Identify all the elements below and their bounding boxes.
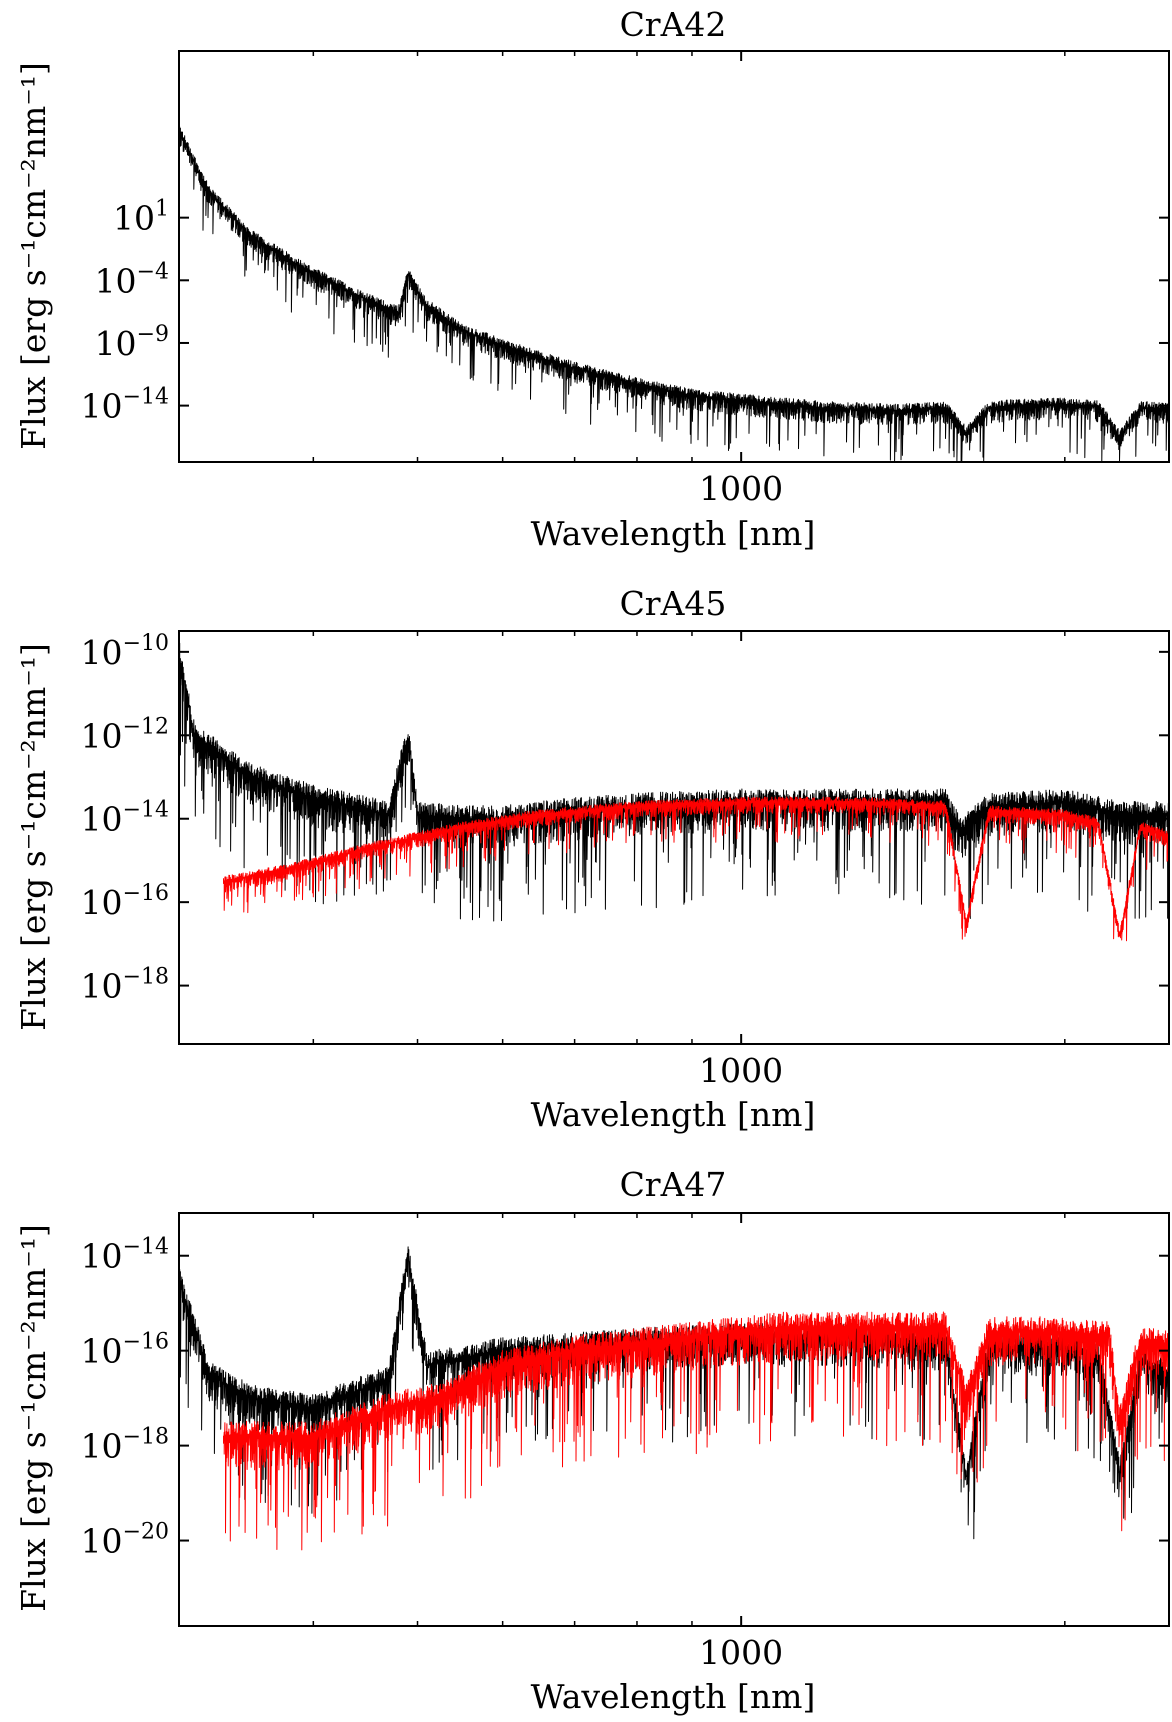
panel-2-series-2-line <box>223 796 1170 942</box>
panel-1-ylabel: Flux [erg s⁻¹cm⁻²nm⁻¹] <box>14 62 53 450</box>
y-tick-label: 10−9 <box>95 322 169 363</box>
panel-2-traces <box>178 642 1170 942</box>
panel-3-title: CrA47 <box>620 1165 727 1204</box>
panel-3-ylabel: Flux [erg s⁻¹cm⁻²nm⁻¹] <box>14 1224 53 1612</box>
y-tick-label: 10−14 <box>81 385 169 426</box>
y-tick-label: 10−14 <box>81 1235 169 1276</box>
x-tick-label: 1000 <box>699 469 783 508</box>
panel-2-ylabel: Flux [erg s⁻¹cm⁻²nm⁻¹] <box>14 643 53 1031</box>
panel-1-axes-frame <box>178 50 1170 463</box>
y-tick-label: 10−16 <box>81 881 169 922</box>
y-tick-label: 10−10 <box>81 631 169 672</box>
panel-3-axes-frame <box>178 1212 1170 1627</box>
x-tick-label: 1000 <box>699 1051 783 1090</box>
panel-3-series-2-line <box>223 1311 1170 1551</box>
y-tick-label: 10−12 <box>81 714 169 755</box>
panel-1-series-1-line <box>178 125 1170 462</box>
y-tick-label: 10−4 <box>95 259 169 300</box>
panel-1-traces <box>178 125 1170 462</box>
panel-1-xlabel: Wavelength [nm] <box>531 514 816 553</box>
panel-2-title: CrA45 <box>620 584 727 623</box>
panel-3: CrA47 1000 10−14 10−16 10−18 10−20 Wavelengt… <box>14 1165 1170 1716</box>
y-tick-label: 10−16 <box>81 1330 169 1371</box>
y-tick-label: 10−14 <box>81 798 169 839</box>
panel-3-traces <box>178 1246 1170 1551</box>
y-tick-label: 10−18 <box>81 965 169 1006</box>
y-tick-label: 10−18 <box>81 1425 169 1466</box>
panel-2-ticks: 1000 10−10 10−12 10−14 10−16 10−18 <box>81 631 1169 1090</box>
y-tick-label: 101 <box>113 197 169 238</box>
panel-1-ticks: 1000 101 10−4 10−9 10−14 <box>81 51 1169 508</box>
panel-1-title: CrA42 <box>620 5 727 44</box>
y-tick-label: 10−20 <box>81 1520 169 1561</box>
panel-1: CrA42 1000 101 10−4 10−9 10−14 Wavelength [n… <box>14 5 1170 553</box>
panel-2-xlabel: Wavelength [nm] <box>531 1095 816 1134</box>
x-tick-label: 1000 <box>699 1633 783 1672</box>
panel-3-ticks: 1000 10−14 10−16 10−18 10−20 <box>81 1213 1169 1672</box>
panel-3-xlabel: Wavelength [nm] <box>531 1677 816 1716</box>
panel-2-axes-frame <box>178 630 1170 1045</box>
panel-2-series-1-line <box>178 642 1170 922</box>
panel-2: CrA45 1000 10−10 10−12 10−14 10−16 10−18 Wave… <box>14 584 1170 1134</box>
